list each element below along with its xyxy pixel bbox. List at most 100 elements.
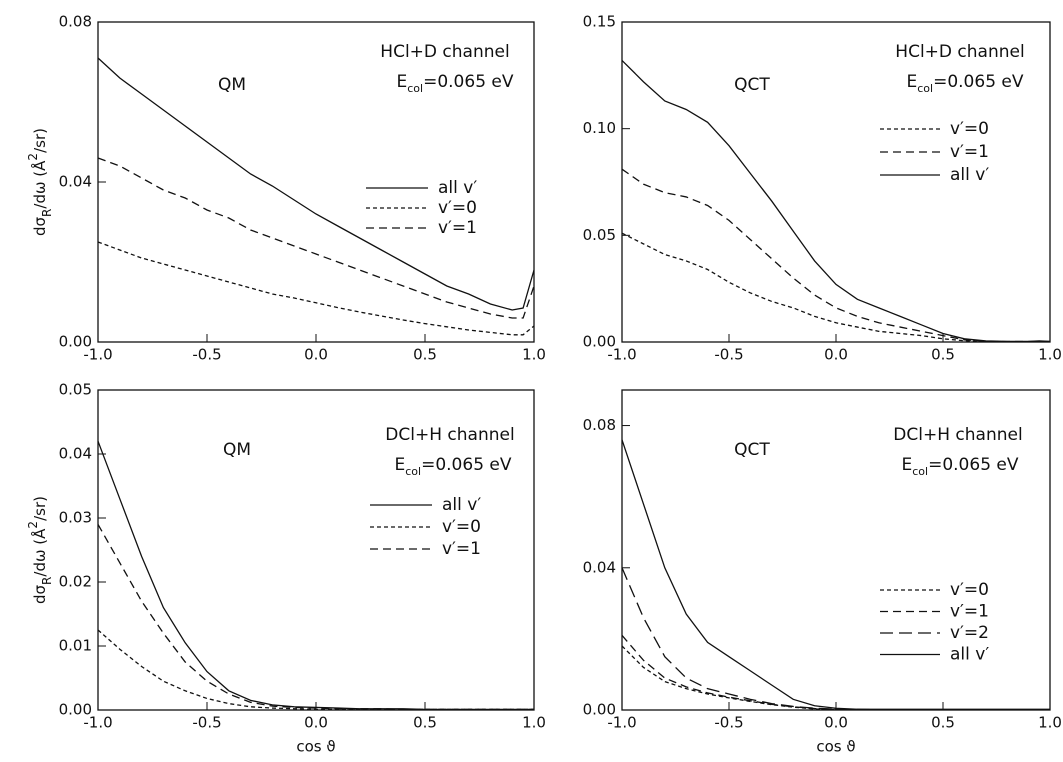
legend-label: v′=1 — [950, 142, 989, 162]
y-tick-label: 0.08 — [583, 416, 616, 434]
series-line — [97, 241, 535, 336]
y-axis-label-part: dσ — [31, 216, 49, 236]
y-tick-label: 0.00 — [583, 333, 616, 351]
x-tick-label: -0.5 — [192, 346, 221, 364]
energy-subscript: col — [407, 82, 423, 95]
y-tick-label: 0.00 — [59, 701, 92, 719]
y-axis-label-part: /sr) — [31, 496, 49, 521]
series-line — [621, 439, 1050, 710]
energy-symbol: E — [397, 72, 408, 92]
y-axis-label-part: 2 — [26, 521, 40, 529]
x-tick-label: 1.0 — [1038, 714, 1062, 732]
series-line — [97, 524, 534, 711]
x-tick-label: 0.5 — [931, 346, 955, 364]
y-tick-label: 0.15 — [583, 13, 616, 31]
x-axis-label: cos ϑ — [816, 738, 855, 756]
panel-label: QM — [223, 440, 251, 460]
legend-label: all v′ — [438, 178, 477, 198]
legend-label: v′=0 — [438, 198, 477, 218]
y-axis-label-part: /sr) — [31, 128, 49, 153]
energy-symbol: E — [907, 72, 918, 92]
energy-label: Ecol=0.065 eV — [397, 72, 514, 95]
series-line — [97, 157, 535, 319]
legend-label: v′=2 — [950, 623, 989, 643]
x-tick-label: 1.0 — [522, 346, 546, 364]
energy-subscript: col — [912, 465, 928, 478]
x-tick-label: -1.0 — [83, 714, 112, 732]
energy-symbol: E — [902, 455, 913, 475]
y-axis-label-part: /dω (Å — [30, 160, 49, 209]
y-tick-label: 0.04 — [59, 173, 92, 191]
channel-label: HCl+D channel — [895, 42, 1024, 62]
x-tick-label: -1.0 — [83, 346, 112, 364]
panel-label: QCT — [734, 440, 770, 460]
legend-label: v′=1 — [950, 602, 989, 622]
legend-label: all v′ — [442, 495, 481, 515]
energy-value: =0.065 eV — [421, 455, 512, 475]
panel: -1.0 -0.5 0.0 0.5 1.0 0.00 0.04 0.08 v′=0v′=1v′=… — [583, 389, 1062, 756]
y-tick-label: 0.05 — [59, 381, 92, 399]
series-line — [97, 57, 535, 311]
energy-value: =0.065 eV — [933, 72, 1024, 92]
legend-label: v′=1 — [438, 218, 477, 238]
y-tick-label: 0.02 — [59, 573, 92, 591]
channel-label: DCl+H channel — [385, 425, 514, 445]
x-tick-label: 0.0 — [824, 714, 848, 732]
x-tick-label: 0.0 — [304, 346, 328, 364]
y-axis-label: dσR/dω (Å2/sr) — [26, 496, 54, 604]
x-tick-label: -0.5 — [714, 714, 743, 732]
x-tick-label: -1.0 — [607, 714, 636, 732]
panel-label: QM — [218, 75, 246, 95]
x-axis-label: cos ϑ — [296, 738, 335, 756]
y-tick-label: 0.04 — [59, 445, 92, 463]
y-tick-label: 0.03 — [59, 509, 92, 527]
x-tick-label: 0.5 — [413, 714, 437, 732]
x-tick-label: 0.5 — [413, 346, 437, 364]
energy-value: =0.065 eV — [928, 455, 1019, 475]
y-tick-label: 0.01 — [59, 637, 92, 655]
series-line — [621, 232, 1050, 343]
panel: -1.0 -0.5 0.0 0.5 1.0 0.00 0.05 0.10 0.15 v′=0 v′=… — [583, 13, 1062, 364]
legend-label: v′=1 — [442, 539, 481, 559]
x-tick-label: -1.0 — [607, 346, 636, 364]
energy-subscript: col — [917, 82, 933, 95]
energy-symbol: E — [395, 455, 406, 475]
series-line — [621, 168, 1051, 343]
y-tick-label: 0.10 — [583, 119, 616, 137]
series-line — [97, 629, 534, 711]
y-tick-label: 0.08 — [59, 13, 92, 31]
panel: -1.0 -0.5 0.0 0.5 1.0 0.00 0.01 0.02 0.03 0.04 0.0… — [26, 381, 546, 756]
y-tick-label: 0.00 — [59, 333, 92, 351]
x-tick-label: 1.0 — [1038, 346, 1062, 364]
energy-label: Ecol=0.065 eV — [902, 455, 1019, 478]
y-axis-label-part: R — [40, 209, 54, 217]
energy-label: Ecol=0.065 eV — [907, 72, 1024, 95]
y-tick-label: 0.05 — [583, 226, 616, 244]
panel: -1.0 -0.5 0.0 0.5 1.0 0.00 0.04 0.08 all v′v′=0v… — [26, 13, 546, 364]
legend-label: v′=0 — [950, 580, 989, 600]
channel-label: DCl+H channel — [893, 425, 1022, 445]
y-tick-label: 0.00 — [583, 701, 616, 719]
panel-label: QCT — [734, 75, 770, 95]
energy-value: =0.065 eV — [423, 72, 514, 92]
legend-label: all v′ — [950, 165, 989, 185]
energy-subscript: col — [405, 465, 421, 478]
legend-label: v′=0 — [442, 517, 481, 537]
x-tick-label: 0.5 — [931, 714, 955, 732]
energy-label: Ecol=0.065 eV — [395, 455, 512, 478]
y-axis-label-part: 2 — [26, 153, 40, 161]
y-tick-label: 0.04 — [583, 558, 616, 576]
x-tick-label: -0.5 — [714, 346, 743, 364]
y-axis-label-part: dσ — [31, 584, 49, 604]
x-tick-label: 0.0 — [304, 714, 328, 732]
x-tick-label: -0.5 — [192, 714, 221, 732]
series-line — [97, 440, 534, 711]
y-axis-label: dσR/dω (Å2/sr) — [26, 128, 54, 236]
legend-label: v′=0 — [950, 119, 989, 139]
y-axis-label-part: /dω (Å — [30, 528, 49, 577]
channel-label: HCl+D channel — [380, 42, 509, 62]
x-tick-label: 0.0 — [824, 346, 848, 364]
series-line — [621, 59, 1051, 343]
y-axis-label-part: R — [40, 577, 54, 585]
